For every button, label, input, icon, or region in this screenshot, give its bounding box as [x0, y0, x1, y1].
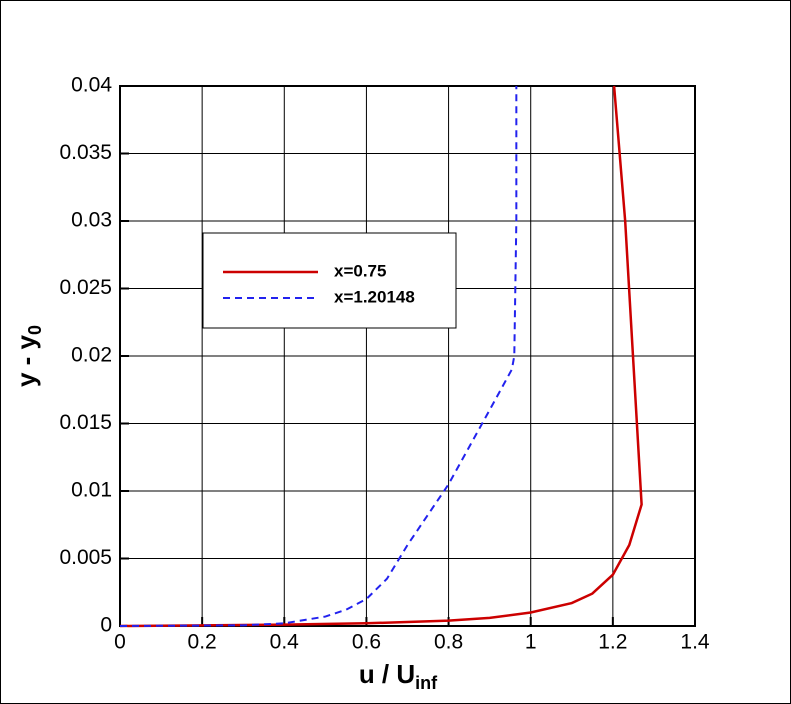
y-tick-label: 0.02	[71, 344, 112, 367]
x-tick-label: 0.2	[188, 631, 217, 654]
y-tick-label: 0.03	[71, 209, 112, 232]
x-tick-label: 0.4	[270, 631, 300, 654]
x-tick-label: 1.4	[680, 631, 710, 654]
x-axis-title: u / Uinf	[359, 659, 438, 693]
x-tick-label: 0	[114, 631, 126, 654]
plot-border	[119, 85, 696, 627]
y-tick-label: 0.025	[59, 276, 112, 299]
x-axis-title-sub: inf	[415, 673, 438, 693]
y-tick-label: 0.04	[71, 74, 112, 97]
data-line	[119, 86, 518, 627]
x-tick-label: 0.8	[434, 631, 463, 654]
y-tick-label: 0.015	[59, 411, 112, 434]
legend-label: x=1.20148	[334, 287, 415, 306]
legend-label: x=0.75	[334, 261, 386, 280]
y-axis-title: y - y0	[11, 325, 45, 387]
x-tick-label: 1.2	[598, 631, 627, 654]
x-tick-label: 0.6	[352, 631, 381, 654]
x-axis-title-main: u / U	[359, 659, 415, 689]
x-tick-label: 1	[525, 631, 537, 654]
legend-box	[202, 232, 457, 329]
y-tick-label: 0.035	[59, 141, 112, 164]
y-tick-label: 0	[100, 614, 112, 637]
data-line	[119, 85, 643, 628]
y-axis-title-main: y - y	[11, 334, 41, 387]
y-axis-title-sub: 0	[25, 325, 45, 335]
y-tick-label: 0.005	[59, 546, 112, 569]
y-tick-label: 0.01	[71, 479, 112, 502]
